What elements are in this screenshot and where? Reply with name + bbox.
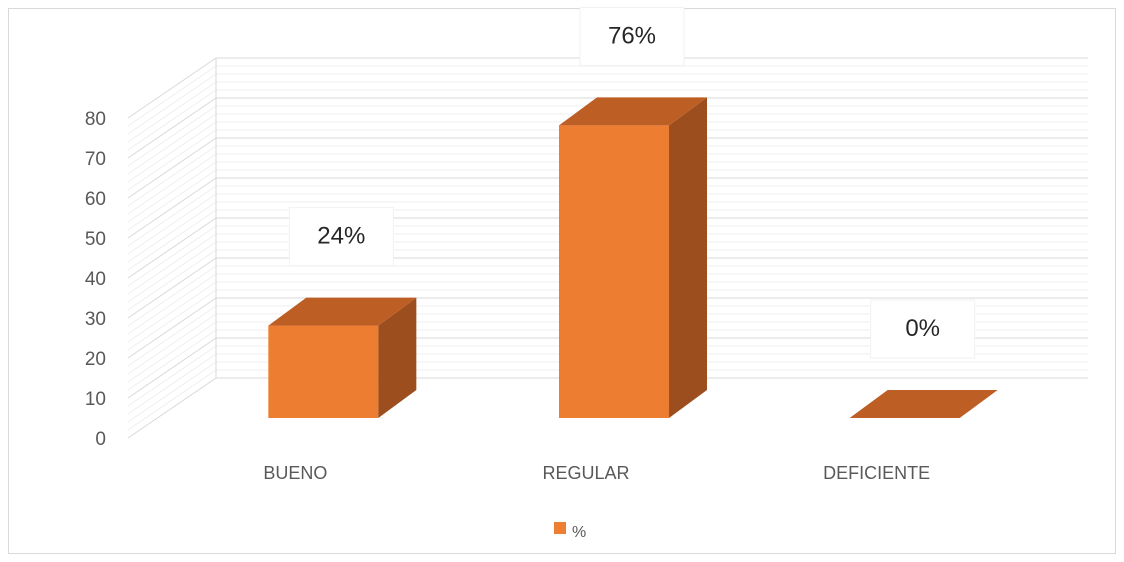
y-tick-label: 60 bbox=[85, 189, 106, 210]
gridline-side bbox=[127, 57, 217, 119]
sidewall-hatch-line bbox=[127, 249, 217, 311]
y-tick-label: 10 bbox=[85, 389, 106, 410]
sidewall-hatch-line bbox=[127, 281, 217, 343]
x-category-label: DEFICIENTE bbox=[823, 463, 930, 483]
sidewall-hatch-line bbox=[127, 209, 217, 271]
sidewall-hatch-line bbox=[127, 89, 217, 151]
sidewall-hatch-line bbox=[127, 321, 217, 383]
sidewall-hatch-line bbox=[127, 273, 217, 335]
sidewall-hatch-line bbox=[127, 313, 217, 375]
sidewall-hatch-line bbox=[127, 113, 217, 175]
bar-top bbox=[559, 97, 707, 126]
gridline-side bbox=[127, 137, 217, 199]
legend: % bbox=[554, 522, 586, 541]
y-tick-label: 80 bbox=[85, 109, 106, 130]
sidewall-hatch-line bbox=[127, 305, 217, 367]
y-tick-label: 50 bbox=[85, 229, 106, 250]
sidewall-hatch-line bbox=[127, 241, 217, 303]
bar-top bbox=[849, 390, 998, 418]
sidewall-hatch-line bbox=[127, 105, 217, 167]
sidewall-hatch-line bbox=[127, 329, 217, 391]
data-label-box bbox=[870, 299, 976, 359]
sidewall-hatch-line bbox=[127, 161, 217, 223]
bar-front bbox=[559, 125, 669, 419]
sidewall-hatch-line bbox=[127, 73, 217, 135]
sidewall-hatch-line bbox=[127, 345, 217, 407]
data-label: 76% bbox=[608, 22, 656, 49]
y-tick-label: 70 bbox=[85, 149, 106, 170]
data-label: 24% bbox=[317, 223, 365, 250]
y-tick-label: 40 bbox=[85, 269, 106, 290]
data-label: 0% bbox=[905, 315, 940, 342]
sidewall-hatch-line bbox=[127, 65, 217, 127]
gridline-side bbox=[127, 217, 217, 279]
data-label-box bbox=[288, 207, 394, 267]
gridline-side bbox=[127, 337, 217, 399]
gridline-side bbox=[127, 257, 217, 319]
x-category-label: REGULAR bbox=[542, 463, 629, 483]
bar-side bbox=[669, 97, 707, 419]
legend-label: % bbox=[572, 524, 586, 541]
sidewall-hatch-line bbox=[127, 361, 217, 423]
sidewall-hatch-line bbox=[127, 201, 217, 263]
y-tick-label: 30 bbox=[85, 309, 106, 330]
y-axis: 0 10 20 30 40 50 60 70 80 bbox=[85, 109, 106, 450]
bars bbox=[268, 97, 998, 419]
bar-front bbox=[268, 325, 379, 418]
sidewall-hatch-line bbox=[127, 169, 217, 231]
x-category-label: BUENO bbox=[263, 463, 327, 483]
sidewall-hatch-line bbox=[127, 121, 217, 183]
y-tick-label: 20 bbox=[85, 349, 106, 370]
legend-swatch bbox=[554, 522, 566, 534]
sidewall-hatch-line bbox=[127, 185, 217, 247]
sidewall-hatch-line bbox=[127, 233, 217, 295]
gridline-side bbox=[127, 377, 217, 439]
y-tick-label: 0 bbox=[95, 429, 106, 450]
sidewall-hatch-line bbox=[127, 225, 217, 287]
gridline-side bbox=[127, 177, 217, 239]
sidewall-hatch-line bbox=[127, 353, 217, 415]
sidewall-hatch-line bbox=[127, 369, 217, 431]
bar-side bbox=[378, 297, 417, 418]
sidewall-hatch-line bbox=[127, 81, 217, 143]
gridline-side bbox=[127, 97, 217, 159]
x-axis: BUENO REGULAR DEFICIENTE bbox=[263, 463, 930, 483]
bar-top bbox=[268, 297, 417, 326]
sidewall-hatch-line bbox=[127, 193, 217, 255]
sidewall-hatch-line bbox=[127, 145, 217, 207]
data-labels: 24% 76% 0% bbox=[288, 6, 976, 359]
sidewall-hatch-line bbox=[127, 129, 217, 191]
sidewall-hatch-line bbox=[127, 289, 217, 351]
sidewall-hatch-line bbox=[127, 153, 217, 215]
sidewall-hatch-line bbox=[127, 265, 217, 327]
gridline-side bbox=[127, 297, 217, 359]
data-label-box bbox=[579, 6, 685, 66]
